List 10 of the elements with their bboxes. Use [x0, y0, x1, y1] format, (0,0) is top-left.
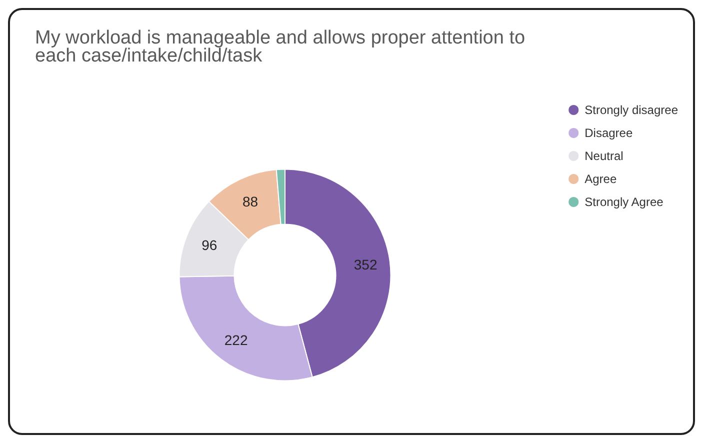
- legend-label: Agree: [584, 172, 617, 186]
- legend-label: Strongly Agree: [584, 195, 664, 209]
- data-label: 352: [354, 256, 378, 272]
- data-label: 222: [224, 332, 248, 348]
- chart-title: My workload is manageable and allows proper attention to each case/intake/child/task: [35, 28, 526, 66]
- legend-label: Neutral: [584, 149, 624, 163]
- data-label: 88: [242, 194, 258, 210]
- legend-label: Strongly disagree: [584, 103, 678, 117]
- legend-label: Disagree: [584, 126, 633, 140]
- data-label: 96: [202, 237, 218, 254]
